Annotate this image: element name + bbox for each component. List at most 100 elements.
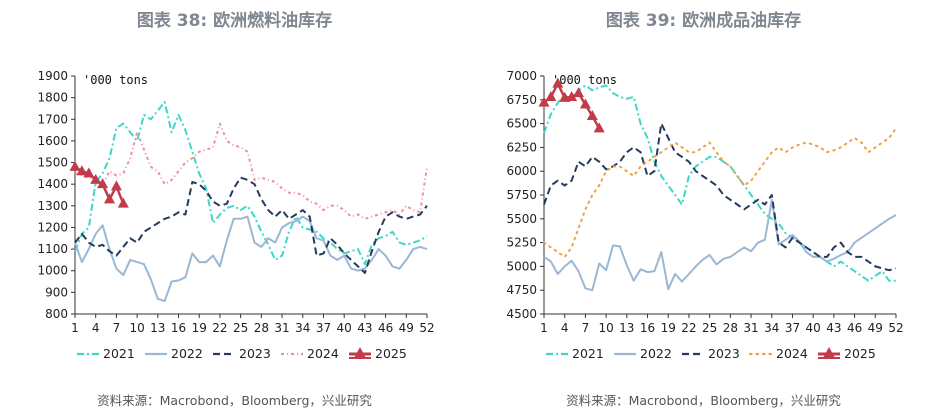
- legend-label: 2025: [844, 346, 876, 361]
- x-tick-label: 43: [357, 321, 372, 335]
- y-tick-label: 6000: [506, 164, 537, 178]
- legend-label: 2022: [640, 346, 672, 361]
- y-tick-label: 7000: [506, 69, 537, 83]
- y-tick-label: 1900: [37, 69, 68, 83]
- x-tick-label: 7: [113, 321, 121, 335]
- y-tick-label: 4500: [506, 307, 537, 321]
- y-tick-label: 6750: [506, 93, 537, 107]
- x-tick-label: 19: [661, 321, 676, 335]
- legend-label: 2025: [375, 346, 407, 361]
- series-marker-2025: [104, 193, 116, 204]
- legend-item-2022: 2022: [145, 346, 203, 361]
- x-tick-label: 13: [150, 321, 165, 335]
- x-tick-label: 22: [212, 321, 227, 335]
- y-tick-label: 5250: [506, 236, 537, 250]
- legend-item-2022: 2022: [614, 346, 672, 361]
- chart-title: 图表 38: 欧洲燃料油库存: [136, 11, 333, 31]
- x-tick-label: 37: [785, 321, 800, 335]
- x-tick-label: 31: [274, 321, 289, 335]
- y-tick-label: 1300: [37, 199, 68, 213]
- unit-label: '000 tons: [552, 73, 617, 87]
- legend-label: 2022: [171, 346, 203, 361]
- legend-item-2023: 2023: [682, 346, 740, 361]
- legend-item-2023: 2023: [213, 346, 271, 361]
- y-tick-label: 1600: [37, 134, 68, 148]
- series-marker-2025: [566, 90, 578, 101]
- series-marker-2025: [97, 178, 109, 189]
- legend-item-2025: 2025: [818, 346, 876, 361]
- x-tick-label: 22: [681, 321, 696, 335]
- x-tick-label: 7: [582, 321, 590, 335]
- x-tick-label: 52: [419, 321, 434, 335]
- x-tick-label: 4: [92, 321, 100, 335]
- y-tick-label: 800: [45, 307, 68, 321]
- series-marker-2025: [76, 165, 88, 176]
- y-tick-label: 4750: [506, 283, 537, 297]
- legend-label: 2023: [239, 346, 271, 361]
- y-tick-label: 5750: [506, 188, 537, 202]
- x-tick-label: 49: [868, 321, 883, 335]
- x-tick-label: 19: [192, 321, 207, 335]
- legend-label: 2021: [572, 346, 604, 361]
- x-tick-label: 25: [702, 321, 717, 335]
- y-tick-label: 1000: [37, 264, 68, 278]
- x-tick-label: 10: [129, 321, 144, 335]
- y-tick-label: 1100: [37, 242, 68, 256]
- legend-marker: [823, 347, 835, 358]
- x-tick-label: 31: [743, 321, 758, 335]
- series-marker-2025: [110, 180, 122, 191]
- y-tick-label: 1500: [37, 156, 68, 170]
- legend-label: 2024: [776, 346, 808, 361]
- series-marker-2025: [117, 197, 129, 208]
- legend-item-2021: 2021: [77, 346, 135, 361]
- series-line-2024: [543, 127, 897, 258]
- chart-panel-fuel-oil: 图表 38: 欧洲燃料油库存 800 900 1000 1100 1200 1300 1 40…: [0, 0, 469, 412]
- x-tick-label: 40: [337, 321, 352, 335]
- legend-item-2025: 2025: [349, 346, 407, 361]
- x-tick-label: 34: [764, 321, 779, 335]
- y-tick-label: 1800: [37, 91, 68, 105]
- legend-item-2021: 2021: [546, 346, 604, 361]
- series-marker-2025: [83, 167, 95, 178]
- source-note: 资料来源：Macrobond，Bloomberg，兴业研究: [97, 393, 372, 408]
- x-tick-label: 16: [640, 321, 655, 335]
- y-tick-label: 5000: [506, 259, 537, 273]
- series-marker-2025: [90, 173, 102, 184]
- chart-panel-refined-products: 图表 39: 欧洲成品油库存 4500 4750 5000 5250 5500 5750 6…: [469, 0, 938, 412]
- x-tick-label: 16: [171, 321, 186, 335]
- y-tick-label: 5500: [506, 212, 537, 226]
- series-line-2023: [74, 176, 428, 274]
- x-tick-label: 46: [847, 321, 862, 335]
- x-tick-label: 43: [826, 321, 841, 335]
- x-tick-label: 1: [540, 321, 548, 335]
- chart-title: 图表 39: 欧洲成品油库存: [605, 11, 802, 31]
- x-tick-label: 34: [295, 321, 310, 335]
- series-marker-2025: [579, 98, 591, 109]
- series-marker-2025: [593, 122, 605, 133]
- x-tick-label: 28: [723, 321, 738, 335]
- legend-label: 2021: [103, 346, 135, 361]
- y-tick-label: 900: [45, 285, 68, 299]
- y-tick-label: 1200: [37, 220, 68, 234]
- legend-item-2024: 2024: [281, 346, 339, 361]
- y-tick-label: 6500: [506, 117, 537, 131]
- source-note: 资料来源：Macrobond，Bloomberg，兴业研究: [566, 393, 841, 408]
- x-tick-label: 28: [254, 321, 269, 335]
- x-tick-label: 13: [619, 321, 634, 335]
- series-marker-2025: [538, 96, 550, 107]
- legend-label: 2024: [307, 346, 339, 361]
- x-tick-label: 1: [71, 321, 79, 335]
- x-tick-label: 40: [806, 321, 821, 335]
- legend-label: 2023: [708, 346, 740, 361]
- series-marker-2025: [586, 109, 598, 120]
- chart-svg: 800 900 1000 1100 1200 1300 1400 1500 1600 1700 18…: [37, 69, 434, 361]
- x-tick-label: 46: [378, 321, 393, 335]
- series-line-2022: [74, 215, 428, 302]
- x-tick-label: 49: [399, 321, 414, 335]
- x-tick-label: 10: [598, 321, 613, 335]
- x-tick-label: 37: [316, 321, 331, 335]
- y-tick-label: 6250: [506, 140, 537, 154]
- chart-svg: 4500 4750 5000 5250 5500 5750 6000 6250 6500 6750…: [506, 69, 903, 361]
- series-marker-2025: [552, 77, 564, 88]
- series-line-2023: [543, 122, 897, 272]
